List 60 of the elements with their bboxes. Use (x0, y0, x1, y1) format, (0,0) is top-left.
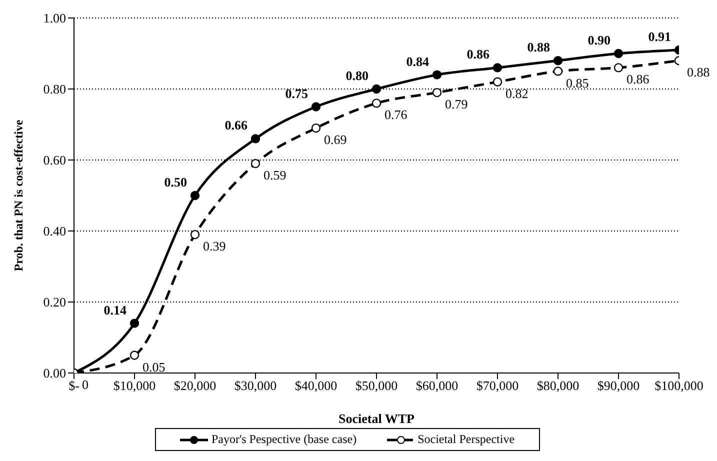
data-label: 0.66 (224, 118, 248, 133)
data-label: 0.84 (406, 54, 430, 69)
x-tick-label: $20,000 (174, 378, 216, 394)
x-tick-label: $- (68, 378, 80, 394)
data-label: 0.05 (142, 359, 166, 374)
legend-label: Societal Perspective (416, 432, 515, 447)
y-axis-title: Prob. that PN is cost-effective (11, 119, 26, 272)
data-label: 0.82 (506, 86, 528, 101)
point (250, 134, 260, 144)
data-label: 0.80 (346, 68, 368, 83)
y-tick-label: 0.80 (43, 82, 66, 97)
point (372, 84, 382, 94)
x-tick-label: $30,000 (234, 378, 277, 394)
x-tick-label: $50,000 (355, 378, 398, 394)
y-tick-label: 0.20 (43, 294, 66, 310)
data-label: 0.86 (466, 46, 490, 62)
point (130, 318, 140, 328)
point (614, 48, 624, 58)
point (250, 158, 260, 168)
point (553, 66, 563, 76)
data-label: 0.90 (588, 32, 610, 48)
data-label: 0.59 (264, 168, 286, 183)
x-tick-label: $100,000 (654, 378, 704, 394)
x-tick-label: $40,000 (294, 378, 338, 394)
point (492, 63, 502, 72)
x-tick-label: $10,000 (113, 378, 156, 394)
x-axis-title: Societal WTP (338, 411, 415, 426)
data-label: 0.50 (164, 174, 187, 190)
point (432, 88, 442, 98)
data-label: 0 (82, 377, 88, 392)
x-tick-label: $60,000 (416, 378, 458, 394)
data-label: 0.69 (324, 132, 347, 148)
legend-label: Payor's Pespective (base case) (210, 432, 357, 447)
point (311, 102, 321, 112)
point (553, 56, 563, 66)
data-label: 0.88 (527, 40, 550, 55)
y-tick-label: 0.40 (43, 224, 66, 239)
y-tick-label: 0.00 (43, 366, 66, 381)
x-tick-label: $70,000 (476, 378, 519, 394)
x-tick-label: $80,000 (536, 378, 580, 394)
data-label: 0.14 (104, 302, 127, 318)
point (190, 230, 200, 240)
data-label: 0.91 (648, 28, 671, 44)
point (432, 70, 442, 80)
data-label: 0.79 (445, 96, 468, 112)
data-label: 0.86 (626, 72, 650, 87)
data-label: 0.85 (566, 75, 589, 90)
data-label: 0.75 (285, 86, 308, 101)
point (190, 190, 200, 200)
point (492, 77, 502, 86)
y-tick-label: 1.00 (43, 10, 66, 26)
data-label: 0.39 (203, 238, 226, 254)
point (130, 350, 140, 360)
y-tick-label: 0.60 (43, 152, 66, 168)
point (614, 63, 624, 72)
data-label: 0.88 (687, 64, 710, 80)
point (372, 98, 382, 108)
point (311, 123, 321, 133)
x-tick-label: $90,000 (597, 378, 640, 394)
data-label: 0.76 (384, 107, 408, 122)
